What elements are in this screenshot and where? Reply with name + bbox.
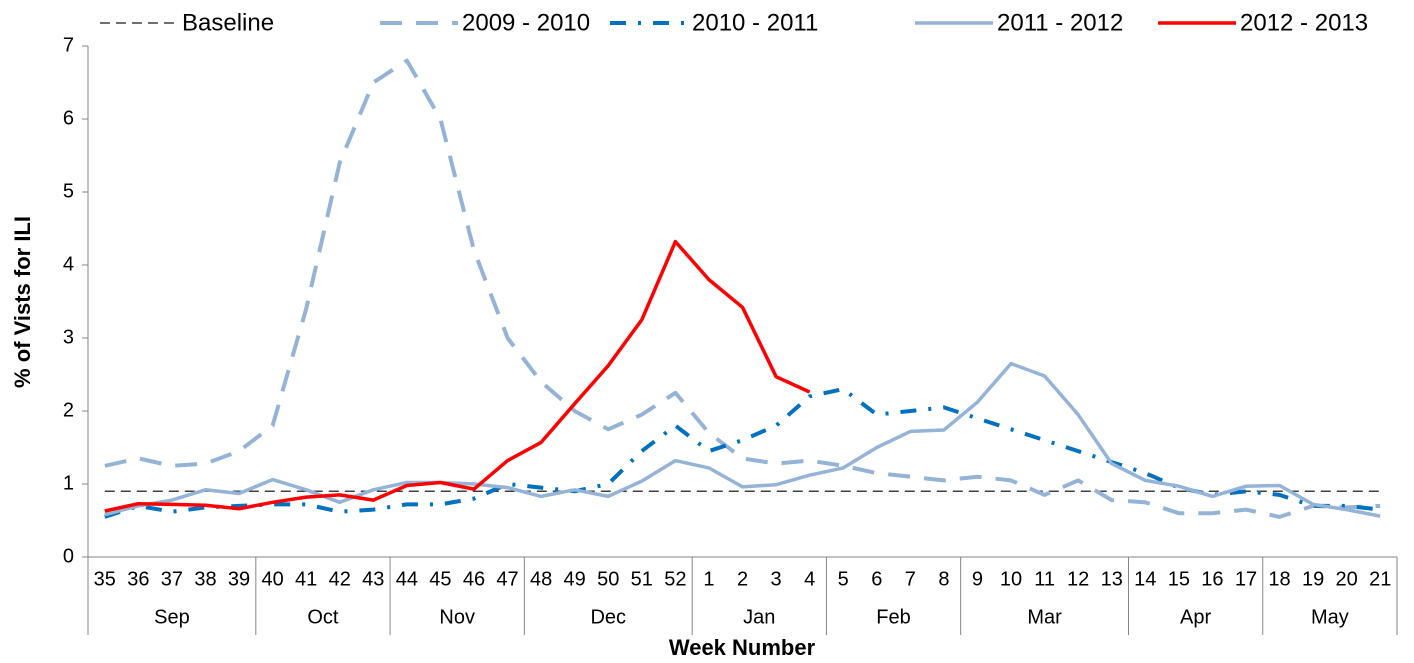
group-label: Oct xyxy=(307,606,339,628)
x-tick-label: 40 xyxy=(261,568,283,590)
x-tick-label: 20 xyxy=(1336,568,1358,590)
y-tick-label: 7 xyxy=(63,34,74,56)
group-label: May xyxy=(1311,606,1349,628)
y-tick-label: 6 xyxy=(63,107,74,129)
legend-label: 2011 - 2012 xyxy=(997,9,1123,36)
x-tick-label: 37 xyxy=(161,568,183,590)
x-tick-label: 14 xyxy=(1134,568,1156,590)
x-tick-label: 8 xyxy=(938,568,949,590)
x-tick-label: 49 xyxy=(564,568,586,590)
x-tick-label: 13 xyxy=(1101,568,1123,590)
x-tick-label: 39 xyxy=(228,568,250,590)
x-tick-label: 15 xyxy=(1168,568,1190,590)
y-tick-label: 1 xyxy=(63,472,74,494)
x-tick-label: 9 xyxy=(972,568,983,590)
x-axis-title: Week Number xyxy=(669,635,816,660)
x-tick-label: 36 xyxy=(127,568,149,590)
x-tick-label: 4 xyxy=(804,568,815,590)
x-tick-label: 48 xyxy=(530,568,552,590)
legend-label: 2009 - 2010 xyxy=(462,9,590,36)
x-tick-label: 3 xyxy=(771,568,782,590)
x-tick-label: 46 xyxy=(463,568,485,590)
x-tick-label: 51 xyxy=(631,568,653,590)
x-tick-label: 10 xyxy=(1000,568,1022,590)
x-tick-label: 5 xyxy=(838,568,849,590)
x-tick-label: 35 xyxy=(94,568,116,590)
group-label: Jan xyxy=(743,606,775,628)
y-axis-title: % of Vists for ILI xyxy=(10,216,35,388)
x-tick-label: 42 xyxy=(329,568,351,590)
legend-label: Baseline xyxy=(182,9,274,36)
x-tick-label: 1 xyxy=(703,568,714,590)
legend-label: 2010 - 2011 xyxy=(692,9,818,36)
x-tick-label: 17 xyxy=(1235,568,1257,590)
y-tick-label: 4 xyxy=(63,253,74,275)
x-tick-label: 11 xyxy=(1034,568,1055,590)
group-label: Apr xyxy=(1180,606,1211,628)
x-tick-label: 47 xyxy=(496,568,518,590)
x-tick-label: 21 xyxy=(1369,568,1391,590)
x-tick-label: 18 xyxy=(1268,568,1290,590)
legend-label: 2012 - 2013 xyxy=(1240,9,1368,36)
x-tick-label: 52 xyxy=(664,568,686,590)
x-tick-label: 50 xyxy=(597,568,619,590)
x-tick-label: 2 xyxy=(737,568,748,590)
y-tick-label: 5 xyxy=(63,180,74,202)
group-label: Feb xyxy=(876,606,910,628)
x-tick-label: 19 xyxy=(1302,568,1324,590)
x-tick-label: 6 xyxy=(871,568,882,590)
group-label: Sep xyxy=(154,606,190,628)
y-tick-label: 2 xyxy=(63,399,74,421)
x-tick-label: 44 xyxy=(396,568,418,590)
x-tick-label: 38 xyxy=(194,568,216,590)
y-tick-label: 3 xyxy=(63,326,74,348)
y-tick-label: 0 xyxy=(63,545,74,567)
series-line xyxy=(104,58,1381,519)
group-label: Dec xyxy=(590,606,626,628)
group-label: Nov xyxy=(439,606,475,628)
x-tick-label: 7 xyxy=(905,568,916,590)
x-tick-label: 12 xyxy=(1067,568,1089,590)
x-tick-label: 16 xyxy=(1201,568,1223,590)
series-line xyxy=(104,239,811,513)
series-line xyxy=(104,387,1381,519)
x-tick-label: 41 xyxy=(295,568,317,590)
group-label: Mar xyxy=(1027,606,1062,628)
x-tick-label: 43 xyxy=(362,568,384,590)
series-line xyxy=(104,361,1381,518)
x-tick-label: 45 xyxy=(429,568,451,590)
